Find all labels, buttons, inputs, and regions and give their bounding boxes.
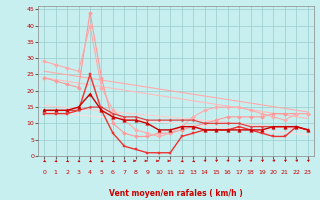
X-axis label: Vent moyen/en rafales ( km/h ): Vent moyen/en rafales ( km/h ): [109, 189, 243, 198]
